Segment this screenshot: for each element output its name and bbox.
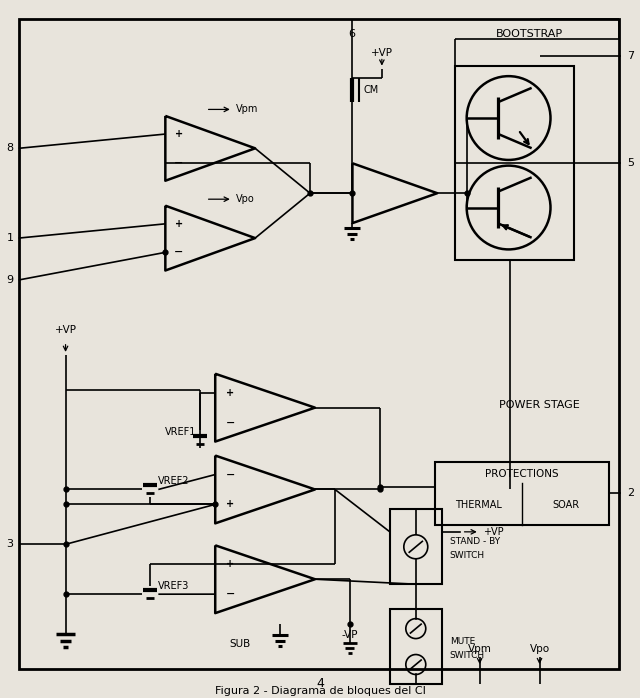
Text: VREF2: VREF2: [158, 477, 190, 487]
Text: Vpm: Vpm: [468, 644, 492, 654]
Text: VREF3: VREF3: [158, 581, 189, 591]
Text: +: +: [226, 559, 234, 570]
Text: 3: 3: [6, 540, 13, 549]
Text: +VP: +VP: [371, 47, 393, 57]
Bar: [435, 461, 609, 526]
Text: POWER STAGE: POWER STAGE: [499, 400, 580, 410]
Text: +: +: [226, 499, 234, 510]
Text: 1: 1: [6, 233, 13, 243]
Text: 5: 5: [627, 158, 634, 168]
Text: 4: 4: [316, 678, 324, 690]
Text: 6: 6: [348, 29, 355, 38]
Text: +: +: [175, 219, 183, 229]
Text: Vpo: Vpo: [529, 644, 550, 654]
Text: −: −: [225, 589, 235, 599]
Text: 9: 9: [6, 275, 13, 285]
Bar: [454, 66, 575, 260]
Text: SWITCH: SWITCH: [450, 651, 485, 660]
Text: +: +: [175, 129, 183, 139]
Text: +: +: [226, 387, 234, 398]
Text: −: −: [174, 158, 184, 168]
Text: SOAR: SOAR: [552, 500, 579, 510]
Text: Vpo: Vpo: [236, 194, 255, 205]
Text: −: −: [225, 470, 235, 480]
Text: +VP: +VP: [54, 325, 77, 335]
Text: 2: 2: [627, 489, 634, 498]
Text: Figura 2 - Diagrama de bloques del CI: Figura 2 - Diagrama de bloques del CI: [214, 686, 426, 696]
Text: PROTECTIONS: PROTECTIONS: [485, 470, 559, 480]
Text: -VP: -VP: [342, 630, 358, 640]
Text: 7: 7: [627, 50, 634, 61]
Text: VREF1: VREF1: [165, 426, 196, 437]
Bar: [390, 609, 442, 684]
Bar: [390, 510, 442, 584]
Text: SWITCH: SWITCH: [450, 551, 485, 560]
Text: CM: CM: [364, 85, 379, 96]
Text: +VP: +VP: [483, 527, 503, 537]
Text: Vpm: Vpm: [236, 105, 258, 114]
Text: STAND - BY: STAND - BY: [450, 537, 500, 547]
Text: −: −: [225, 417, 235, 428]
Text: MUTE: MUTE: [450, 637, 475, 646]
Text: BOOTSTRAP: BOOTSTRAP: [496, 29, 563, 38]
Text: THERMAL: THERMAL: [455, 500, 502, 510]
Text: −: −: [174, 247, 184, 258]
Text: SUB: SUB: [230, 639, 251, 649]
Text: 8: 8: [6, 143, 13, 154]
